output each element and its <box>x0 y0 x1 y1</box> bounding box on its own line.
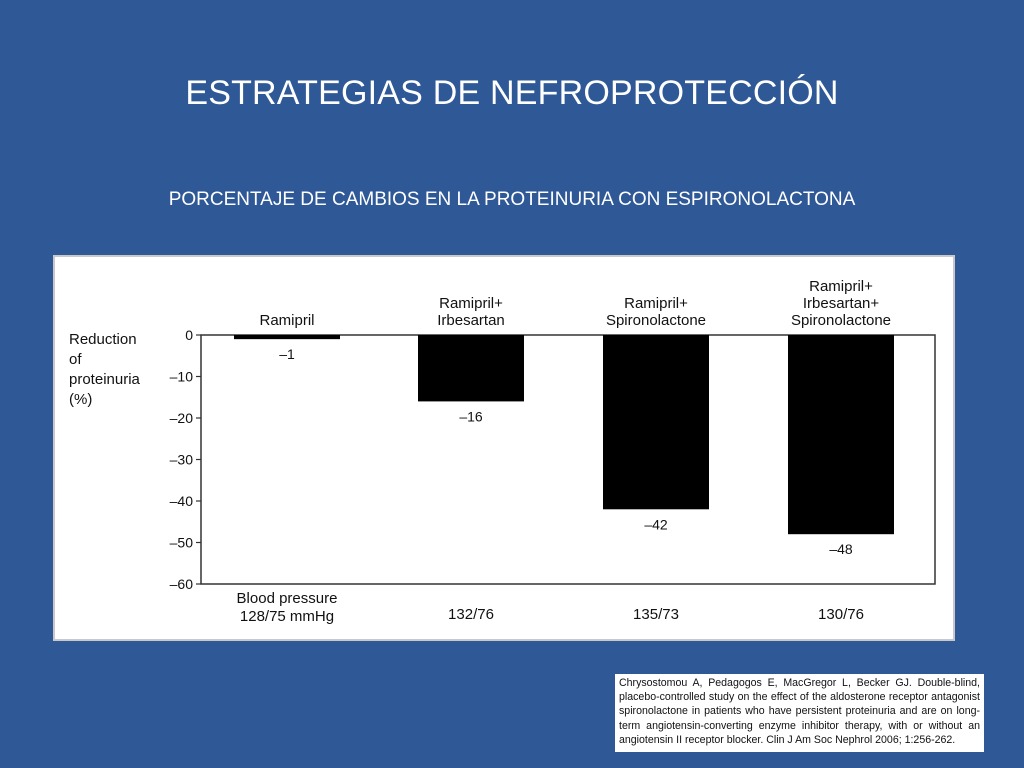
y-tick-label: –60 <box>170 576 194 592</box>
blood-pressure-label: Blood pressure <box>237 590 338 607</box>
chart-panel: 0 –10 –20 –30 –40 –50 –60 Reduction of proteinuri… <box>53 255 955 641</box>
bar-chart: 0 –10 –20 –30 –40 –50 –60 Reduction of proteinuri… <box>69 278 936 625</box>
blood-pressure-first-value: 128/75 mmHg <box>240 608 334 625</box>
category-label: Ramipril+ <box>809 278 873 295</box>
y-tick-label: –50 <box>170 535 194 551</box>
category-label: Spironolactone <box>791 312 891 329</box>
category-label: Ramipril+ <box>439 295 503 312</box>
y-tick-label: –40 <box>170 493 194 509</box>
bar-value-label: –42 <box>644 516 668 532</box>
bar <box>234 335 340 340</box>
slide-subtitle: PORCENTAJE DE CAMBIOS EN LA PROTEINURIA … <box>168 189 856 210</box>
category-label: Spironolactone <box>606 312 706 329</box>
category-label: Irbesartan+ <box>803 295 880 312</box>
y-axis-label: proteinuria <box>69 371 141 388</box>
blood-pressure-value: 135/73 <box>633 606 679 623</box>
bar-value-label: –1 <box>279 346 295 362</box>
reference-citation: Chrysostomou A, Pedagogos E, MacGregor L… <box>615 674 984 752</box>
y-axis-label: (%) <box>69 391 92 408</box>
y-tick-label: –30 <box>170 452 194 468</box>
y-tick-label: –20 <box>170 410 194 426</box>
y-tick-label: 0 <box>185 327 193 343</box>
bar <box>603 335 709 510</box>
category-label: Ramipril+ <box>624 295 688 312</box>
bar <box>788 335 894 535</box>
slide-title: ESTRATEGIAS DE NEFROPROTECCIÓN <box>185 74 839 112</box>
y-axis-label: of <box>69 351 82 368</box>
y-tick-label: –10 <box>170 369 194 385</box>
bar-value-label: –48 <box>829 541 853 557</box>
bar-value-label: –16 <box>459 408 483 424</box>
bar <box>418 335 524 402</box>
y-axis-label: Reduction <box>69 331 137 348</box>
category-label: Ramipril <box>259 312 314 329</box>
category-label: Irbesartan <box>437 312 505 329</box>
blood-pressure-value: 132/76 <box>448 606 494 623</box>
blood-pressure-value: 130/76 <box>818 606 864 623</box>
